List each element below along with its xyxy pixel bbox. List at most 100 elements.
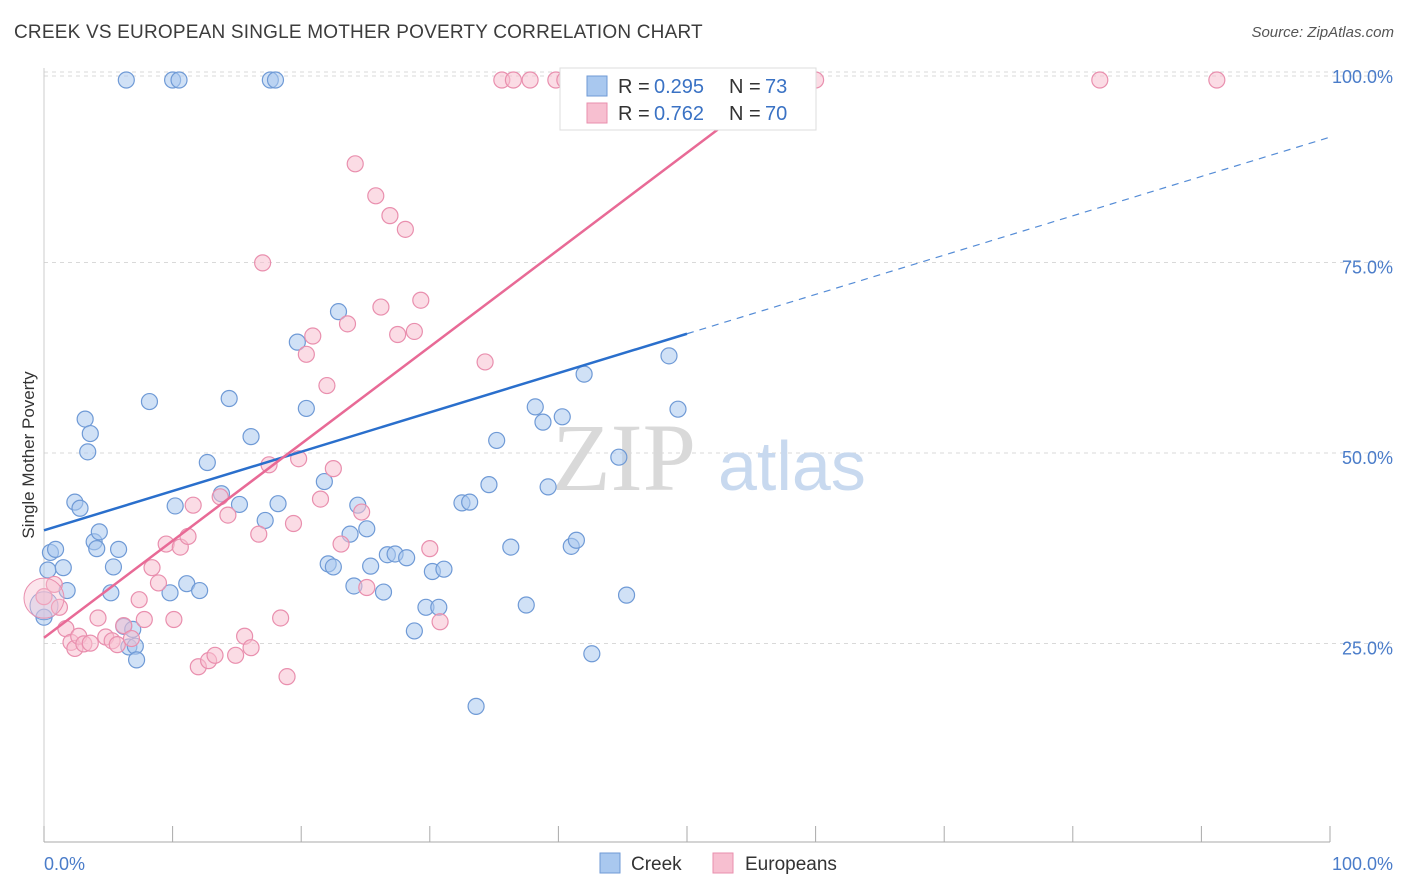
creek-point: [170, 71, 188, 89]
y-tick-label: 75.0%: [1342, 258, 1393, 278]
legend-europe-swatch: [586, 102, 608, 124]
creek-point: [230, 495, 249, 514]
legend: R = 0.295 N = 73 R = 0.762 N = 70: [559, 67, 817, 131]
x-tick-label-min: 0.0%: [44, 854, 85, 874]
european-point: [242, 639, 260, 657]
y-axis-label: Single Mother Poverty: [19, 371, 38, 539]
y-tick-label: 50.0%: [1342, 448, 1393, 468]
creek-point: [534, 413, 552, 431]
european-point: [504, 71, 522, 89]
creek-point: [166, 497, 184, 515]
european-point: [227, 646, 245, 664]
creek-point: [266, 71, 285, 89]
creek-point: [405, 622, 423, 640]
legend-europe-n-label: N =: [729, 103, 761, 125]
creek-point: [539, 478, 557, 496]
x-tick-label-max: 100.0%: [1332, 854, 1393, 874]
european-point: [184, 496, 202, 514]
european-point: [1091, 71, 1109, 89]
creek-point: [553, 408, 571, 426]
creek-point: [435, 560, 453, 578]
creek-point: [46, 540, 65, 558]
european-point: [272, 609, 290, 627]
creek-point: [517, 596, 535, 614]
y-tick-label: 25.0%: [1342, 639, 1393, 659]
european-point: [108, 636, 126, 654]
european-point: [346, 155, 364, 173]
legend-creek-swatch: [586, 75, 608, 97]
creek-points: [29, 71, 687, 715]
creek-point: [140, 392, 159, 411]
european-point: [421, 540, 439, 558]
creek-point: [104, 558, 123, 576]
creek-point: [502, 538, 520, 556]
y-tick-label: 100.0%: [1332, 67, 1393, 87]
creek-point: [161, 584, 179, 602]
creek-point: [461, 493, 479, 511]
european-point: [149, 574, 168, 592]
creek-point: [575, 365, 593, 383]
european-point: [396, 220, 414, 238]
european-point: [81, 634, 99, 652]
european-point-large: [23, 577, 65, 619]
creek-point: [127, 651, 146, 669]
chart-title: CREEK VS EUROPEAN SINGLE MOTHER POVERTY …: [14, 22, 703, 43]
creek-point: [480, 476, 498, 494]
creek-point: [109, 540, 128, 558]
source-label: Source: ZipAtlas.com: [1251, 24, 1394, 41]
creek-point: [242, 428, 260, 446]
european-point: [367, 187, 385, 205]
european-point: [143, 559, 161, 577]
creek-point: [430, 598, 448, 616]
creek-point: [362, 557, 380, 575]
european-point: [165, 610, 183, 629]
watermark-atlas: atlas: [718, 427, 866, 505]
creek-point: [76, 410, 94, 428]
legend-europe-r-value: 0.762: [654, 103, 704, 125]
european-point: [372, 298, 390, 316]
european-point: [332, 535, 350, 553]
european-point: [431, 613, 449, 631]
european-point: [254, 254, 272, 272]
creek-point: [467, 697, 485, 715]
creek-point: [71, 499, 89, 517]
y-tick-labels: 25.0% 50.0% 75.0% 100.0%: [1332, 67, 1393, 659]
european-point: [278, 668, 296, 686]
european-point: [297, 345, 315, 363]
creek-point: [398, 549, 416, 567]
creek-point: [79, 443, 97, 461]
legend-creek-n-label: N =: [729, 76, 761, 98]
european-point: [122, 629, 141, 648]
european-point: [35, 588, 53, 606]
creek-point: [669, 400, 687, 418]
legend-creek-r-value: 0.295: [654, 76, 704, 98]
european-point: [304, 327, 322, 345]
legend-creek-n-value: 73: [765, 76, 787, 98]
trend-lines: [43, 79, 1331, 639]
european-point: [521, 71, 539, 89]
european-point: [389, 325, 407, 344]
creek-point: [374, 583, 393, 601]
european-point: [219, 506, 237, 524]
creek-point: [198, 453, 216, 472]
x-ticks: [43, 826, 1331, 842]
european-point: [89, 609, 107, 627]
bottom-legend-creek-label: Creek: [631, 854, 682, 875]
grid-lines: [44, 71, 1392, 644]
european-point: [405, 322, 423, 341]
creek-point: [117, 71, 135, 89]
european-point: [311, 490, 330, 508]
european-point: [179, 527, 197, 546]
legend-creek-r-label: R =: [618, 76, 650, 98]
european-point: [45, 575, 63, 594]
european-point: [206, 646, 224, 664]
creek-point: [660, 347, 678, 365]
european-point: [115, 616, 133, 635]
creek-point: [610, 448, 628, 466]
creek-point: [324, 558, 342, 576]
legend-europe-n-value: 70: [765, 103, 787, 125]
creek-trend-line: [43, 332, 688, 532]
european-point: [130, 591, 148, 609]
bottom-legend: Creek Europeans: [599, 852, 837, 875]
creek-point: [54, 559, 72, 577]
